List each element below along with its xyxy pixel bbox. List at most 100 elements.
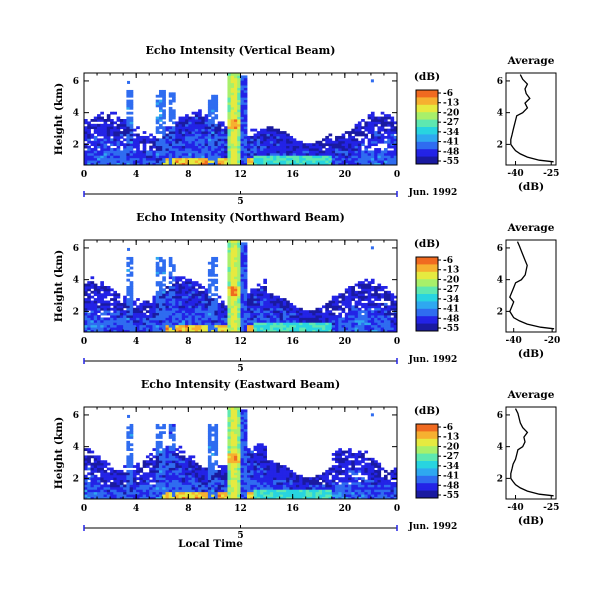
heatmap-cell (292, 317, 297, 321)
heatmap-cell (165, 300, 170, 304)
heatmap-cell (178, 160, 183, 163)
heatmap-cell (106, 302, 111, 306)
heatmap-cell (168, 428, 173, 432)
heatmap-cell (224, 140, 228, 144)
heatmap-cell (129, 145, 134, 149)
heatmap-cell (175, 135, 179, 139)
heatmap-cell (318, 160, 323, 163)
heatmap-cell (142, 140, 147, 144)
heatmap-cell (331, 152, 336, 156)
heatmap-cell (364, 123, 369, 127)
heatmap-cell (295, 150, 300, 154)
heatmap-cell (308, 327, 313, 330)
heatmap-cell (292, 145, 297, 149)
heatmap-cell (250, 138, 254, 142)
heatmap-cell (214, 126, 219, 130)
heatmap-cell (126, 431, 131, 435)
heatmap-cell (158, 155, 163, 159)
heatmap-cell (103, 155, 108, 159)
heatmap-cell (152, 477, 157, 481)
heatmap-cell (328, 319, 333, 323)
heatmap-cell (305, 322, 310, 326)
heatmap-cell (240, 80, 245, 84)
heatmap-cell (260, 450, 264, 454)
heatmap-cell (233, 462, 238, 466)
heatmap-cell (240, 138, 245, 142)
colorbar-segment (416, 301, 438, 304)
heatmap-cell (113, 150, 117, 154)
heatmap-cell (233, 97, 238, 101)
heatmap-cell (93, 298, 98, 301)
heatmap-cell (217, 474, 222, 478)
heatmap-cell (103, 123, 108, 127)
heatmap-cell (158, 283, 163, 287)
heatmap-cell (335, 327, 339, 330)
heatmap-cell (354, 317, 359, 321)
heatmap-cell (250, 489, 254, 493)
heatmap-cell (243, 450, 248, 454)
heatmap-cell (380, 293, 385, 297)
heatmap-cell (84, 319, 88, 323)
heatmap-cell (168, 94, 173, 98)
heatmap-cell (191, 455, 196, 459)
heatmap-cell (97, 133, 101, 137)
heatmap-cell (168, 482, 173, 485)
heatmap-cell (106, 133, 111, 137)
heatmap-cell (230, 416, 235, 420)
heatmap-cell (344, 322, 349, 326)
heatmap-cell (354, 131, 359, 134)
heatmap-cell (266, 162, 271, 166)
heatmap-cell (338, 329, 342, 333)
heatmap-cell (198, 329, 202, 333)
heatmap-cell (87, 283, 91, 287)
heatmap-cell (295, 310, 300, 314)
heatmap-cell (253, 145, 258, 149)
heatmap-cell (158, 472, 163, 476)
heatmap-cell (113, 486, 117, 490)
heatmap-cell (93, 467, 98, 471)
heatmap-cell (100, 484, 104, 488)
heatmap-cell (233, 409, 238, 413)
heatmap-cell (230, 423, 235, 427)
heatmap-cell (168, 307, 173, 311)
heatmap-cell (211, 426, 215, 430)
heatmap-cell (240, 469, 245, 473)
heatmap-cell (230, 114, 235, 117)
heatmap-cell (172, 315, 176, 318)
heatmap-cell (243, 423, 248, 427)
heatmap-cell (188, 300, 192, 304)
heatmap-cell (302, 155, 307, 159)
heatmap-cell (230, 317, 235, 321)
heatmap-cell (129, 305, 134, 309)
heatmap-cell (172, 494, 176, 497)
heatmap-cell (93, 140, 98, 144)
heatmap-cell (126, 474, 131, 478)
heatmap-cell (243, 474, 248, 478)
heatmap-cell (348, 305, 352, 309)
heatmap-cell (227, 283, 232, 287)
colorbar-segment (416, 143, 438, 146)
heatmap-cell (237, 242, 241, 246)
heatmap-cell (175, 474, 179, 478)
heatmap-cell (230, 128, 235, 132)
heatmap-cell (100, 465, 104, 468)
heatmap-cell (292, 319, 297, 323)
heatmap-cell (172, 126, 176, 130)
heatmap-cell (207, 324, 212, 328)
heatmap-cell (155, 145, 160, 149)
heatmap-cell (253, 290, 258, 294)
heatmap-cell (129, 443, 134, 447)
heatmap-cell (178, 312, 183, 316)
heatmap-cell (286, 322, 290, 326)
heatmap-cell (233, 438, 238, 442)
heatmap-cell (325, 329, 329, 333)
heatmap-cell (168, 298, 173, 301)
heatmap-cell (178, 157, 183, 161)
heatmap-cell (380, 317, 385, 321)
heatmap-cell (204, 317, 209, 321)
heatmap-cell (152, 494, 157, 497)
heatmap-cell (181, 491, 186, 495)
heatmap-cell (312, 148, 316, 151)
heatmap-cell (354, 126, 359, 130)
heatmap-cell (110, 474, 114, 478)
